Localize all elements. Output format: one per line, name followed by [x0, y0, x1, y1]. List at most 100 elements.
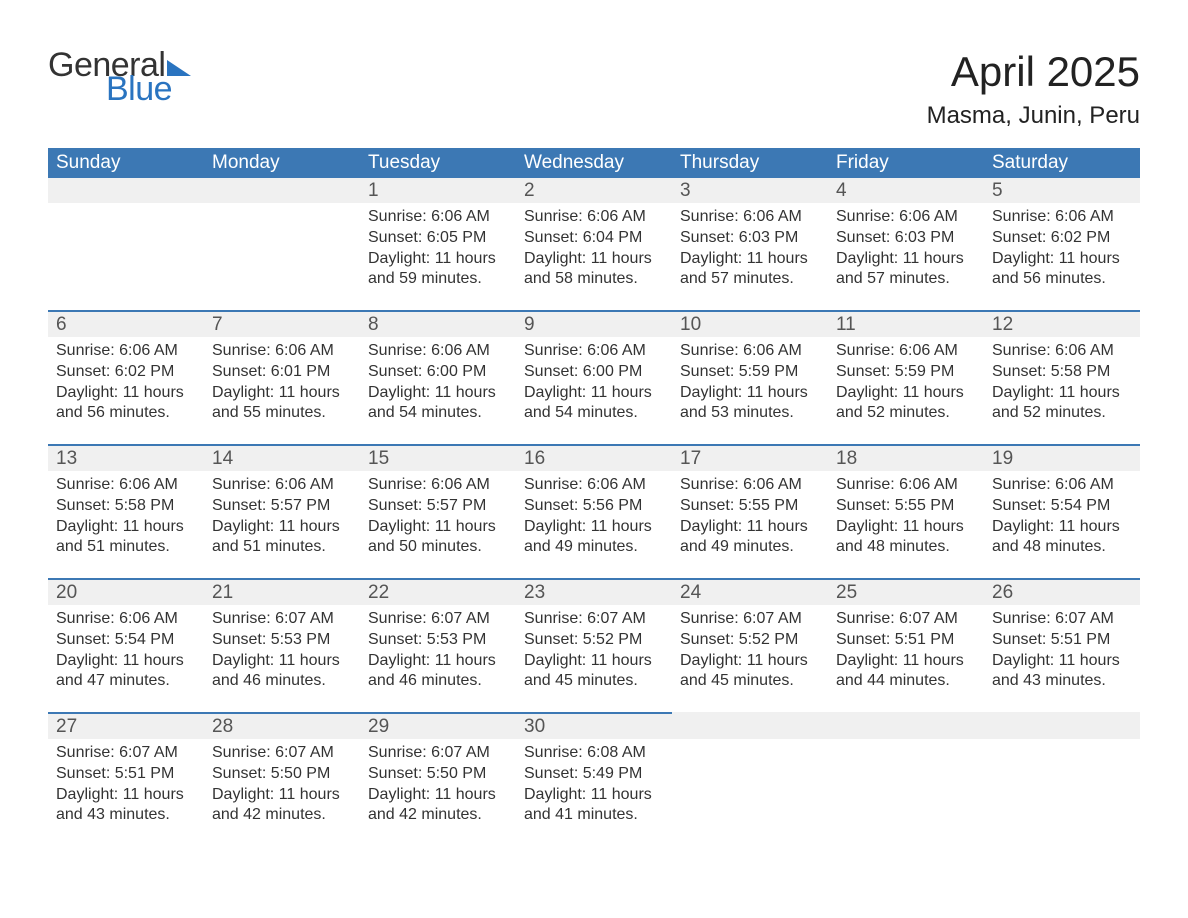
daylight-line: Daylight: 11 hours and 56 minutes.: [56, 383, 196, 425]
daylight-line: Daylight: 11 hours and 45 minutes.: [524, 651, 664, 693]
week-content-row: Sunrise: 6:07 AMSunset: 5:51 PMDaylight:…: [48, 739, 1140, 847]
sunrise-line: Sunrise: 6:06 AM: [56, 341, 196, 362]
sunrise-line: Sunrise: 6:07 AM: [836, 609, 976, 630]
day-cell: Sunrise: 6:06 AMSunset: 6:02 PMDaylight:…: [984, 203, 1140, 311]
month-title: April 2025: [927, 48, 1140, 96]
sunrise-line: Sunrise: 6:06 AM: [56, 475, 196, 496]
day-number: 6: [48, 311, 204, 337]
day-cell: Sunrise: 6:07 AMSunset: 5:50 PMDaylight:…: [360, 739, 516, 847]
sunset-line: Sunset: 6:01 PM: [212, 362, 352, 383]
sunrise-line: Sunrise: 6:06 AM: [212, 341, 352, 362]
sunset-line: Sunset: 5:58 PM: [992, 362, 1132, 383]
sunrise-line: Sunrise: 6:06 AM: [524, 341, 664, 362]
daylight-line: Daylight: 11 hours and 52 minutes.: [836, 383, 976, 425]
sunset-line: Sunset: 5:57 PM: [212, 496, 352, 517]
daylight-line: Daylight: 11 hours and 48 minutes.: [836, 517, 976, 559]
daylight-line: Daylight: 11 hours and 43 minutes.: [56, 785, 196, 827]
sunrise-line: Sunrise: 6:06 AM: [992, 207, 1132, 228]
sunset-line: Sunset: 5:55 PM: [836, 496, 976, 517]
sunset-line: Sunset: 5:51 PM: [992, 630, 1132, 651]
day-number: 29: [360, 713, 516, 739]
daylight-line: Daylight: 11 hours and 46 minutes.: [368, 651, 508, 693]
week-content-row: Sunrise: 6:06 AMSunset: 6:02 PMDaylight:…: [48, 337, 1140, 445]
week-content-row: Sunrise: 6:06 AM Sunset: 6:05 PM Daylight:…: [48, 203, 1140, 311]
day-number: 18: [828, 445, 984, 471]
sunset-line: Sunset: 5:52 PM: [524, 630, 664, 651]
day-cell: Sunrise: 6:06 AMSunset: 5:57 PMDaylight:…: [360, 471, 516, 579]
sunset-line: Sunset: 5:50 PM: [212, 764, 352, 785]
day-number: 26: [984, 579, 1140, 605]
day-cell: Sunrise: 6:06 AMSunset: 5:58 PMDaylight:…: [984, 337, 1140, 445]
day-number: 22: [360, 579, 516, 605]
sunrise-line: Sunrise: 6:06 AM: [368, 341, 508, 362]
day-cell: Sunrise: 6:06 AMSunset: 6:00 PMDaylight:…: [516, 337, 672, 445]
day-number: 2: [516, 178, 672, 203]
daylight-line: Daylight: 11 hours and 41 minutes.: [524, 785, 664, 827]
sunset-line: Sunset: 6:00 PM: [368, 362, 508, 383]
empty-day-cell: [672, 739, 828, 847]
daylight-line: Daylight: 11 hours and 42 minutes.: [368, 785, 508, 827]
sunrise-line: Sunrise: 6:06 AM: [992, 475, 1132, 496]
day-cell: Sunrise: 6:07 AMSunset: 5:50 PMDaylight:…: [204, 739, 360, 847]
sunset-line: Sunset: 5:55 PM: [680, 496, 820, 517]
day-cell: Sunrise: 6:06 AMSunset: 5:55 PMDaylight:…: [828, 471, 984, 579]
daylight-line: Daylight: 11 hours and 49 minutes.: [680, 517, 820, 559]
week-daynum-row: 13141516171819: [48, 445, 1140, 471]
daylight-line: Daylight: 11 hours and 57 minutes.: [836, 249, 976, 291]
sunrise-line: Sunrise: 6:06 AM: [212, 475, 352, 496]
day-number: 10: [672, 311, 828, 337]
day-cell: Sunrise: 6:06 AMSunset: 5:58 PMDaylight:…: [48, 471, 204, 579]
day-cell: Sunrise: 6:06 AMSunset: 5:59 PMDaylight:…: [672, 337, 828, 445]
sunrise-line: Sunrise: 6:06 AM: [680, 341, 820, 362]
day-number: 9: [516, 311, 672, 337]
week-daynum-row: 20212223242526: [48, 579, 1140, 605]
sunrise-line: Sunrise: 6:07 AM: [524, 609, 664, 630]
sunrise-line: Sunrise: 6:06 AM: [368, 475, 508, 496]
day-cell: Sunrise: 6:06 AMSunset: 5:56 PMDaylight:…: [516, 471, 672, 579]
day-cell: Sunrise: 6:06 AMSunset: 5:55 PMDaylight:…: [672, 471, 828, 579]
location-label: Masma, Junin, Peru: [927, 102, 1140, 130]
day-cell: Sunrise: 6:07 AMSunset: 5:51 PMDaylight:…: [828, 605, 984, 713]
weekday-header-row: Sunday Monday Tuesday Wednesday Thursday…: [48, 148, 1140, 178]
weekday-header: Friday: [828, 148, 984, 178]
sunset-line: Sunset: 6:02 PM: [992, 228, 1132, 249]
sunrise-line: Sunrise: 6:06 AM: [680, 207, 820, 228]
weekday-header: Thursday: [672, 148, 828, 178]
daylight-line: Daylight: 11 hours and 46 minutes.: [212, 651, 352, 693]
day-number: 30: [516, 713, 672, 739]
sunrise-line: Sunrise: 6:06 AM: [524, 207, 664, 228]
daylight-line: Daylight: 11 hours and 51 minutes.: [212, 517, 352, 559]
day-cell: Sunrise: 6:06 AMSunset: 5:59 PMDaylight:…: [828, 337, 984, 445]
week-daynum-row: 12345: [48, 178, 1140, 203]
day-number: 3: [672, 178, 828, 203]
day-cell: Sunrise: 6:06 AMSunset: 6:00 PMDaylight:…: [360, 337, 516, 445]
day-number: 1: [360, 178, 516, 203]
sunrise-line: Sunrise: 6:07 AM: [56, 743, 196, 764]
sunset-line: Sunset: 5:58 PM: [56, 496, 196, 517]
sunset-line: Sunset: 6:05 PM: [368, 228, 508, 249]
daylight-line: Daylight: 11 hours and 57 minutes.: [680, 249, 820, 291]
sunset-line: Sunset: 6:03 PM: [836, 228, 976, 249]
sunset-line: Sunset: 5:53 PM: [368, 630, 508, 651]
daylight-line: Daylight: 11 hours and 55 minutes.: [212, 383, 352, 425]
daylight-line: Daylight: 11 hours and 54 minutes.: [524, 383, 664, 425]
day-cell: Sunrise: 6:06 AMSunset: 5:54 PMDaylight:…: [984, 471, 1140, 579]
day-cell: Sunrise: 6:06 AMSunset: 6:05 PMDaylight:…: [360, 203, 516, 311]
daylight-line: Daylight: 11 hours and 56 minutes.: [992, 249, 1132, 291]
daylight-line: Daylight: 11 hours and 58 minutes.: [524, 249, 664, 291]
sunset-line: Sunset: 5:57 PM: [368, 496, 508, 517]
daylight-line: Daylight: 11 hours and 48 minutes.: [992, 517, 1132, 559]
day-number: 17: [672, 445, 828, 471]
day-number: 8: [360, 311, 516, 337]
day-cell: Sunrise: 6:06 AMSunset: 6:03 PMDaylight:…: [828, 203, 984, 311]
sunset-line: Sunset: 5:53 PM: [212, 630, 352, 651]
empty-day-number: [204, 178, 360, 203]
daylight-line: Daylight: 11 hours and 44 minutes.: [836, 651, 976, 693]
calendar-page: General Blue April 2025 Masma, Junin, Pe…: [0, 0, 1188, 907]
calendar-body: 12345 Sunrise: 6:06 AM Sunset: 6:05 PM Dayl…: [48, 178, 1140, 847]
sunrise-line: Sunrise: 6:06 AM: [836, 341, 976, 362]
day-number: 11: [828, 311, 984, 337]
sunrise-line: Sunrise: 6:06 AM: [836, 207, 976, 228]
empty-day-cell: [204, 203, 360, 311]
day-cell: Sunrise: 6:07 AMSunset: 5:51 PMDaylight:…: [48, 739, 204, 847]
